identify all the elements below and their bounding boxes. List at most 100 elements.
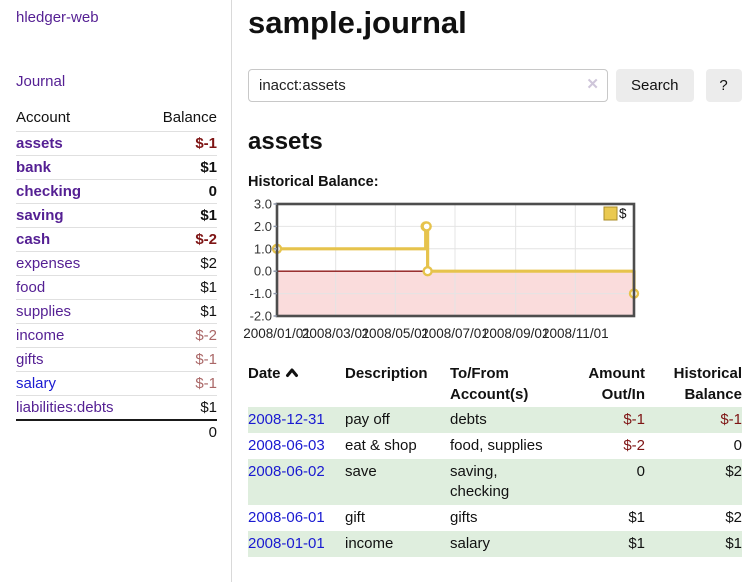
register-date-link[interactable]: 2008-06-03 xyxy=(248,437,325,454)
account-row: food $1 xyxy=(16,275,217,300)
accounts-table: Account Balance assets $-1 bank $1 checking 0… xyxy=(16,105,217,444)
account-balance: $1 xyxy=(200,159,217,176)
register-date-link[interactable]: 2008-12-31 xyxy=(248,411,325,428)
svg-text:2008/01/01: 2008/01/01 xyxy=(243,326,311,341)
register-balance: $2 xyxy=(725,463,742,480)
register-table: Date Description To/From Account(s) Amou… xyxy=(248,361,742,557)
register-balance: $1 xyxy=(725,535,742,552)
account-link[interactable]: saving xyxy=(16,207,64,224)
account-row: saving $1 xyxy=(16,203,217,228)
account-link[interactable]: food xyxy=(16,279,46,296)
account-row: cash $-2 xyxy=(16,227,217,252)
accounts-header-balance: Balance xyxy=(162,109,217,126)
account-row: salary $-1 xyxy=(16,371,217,396)
search-input-wrap: ✕ xyxy=(248,69,608,102)
balance-chart-wrap: 3.0 2.0 1.0 0.0 -1.0 -2.0 2008/01/01 2008/03/01… xyxy=(243,197,742,344)
account-link[interactable]: gifts xyxy=(16,351,44,368)
main-content: sample.journal ✕ Search ? assets Histori… xyxy=(232,0,742,582)
account-row: bank $1 xyxy=(16,155,217,180)
account-row: assets $-1 xyxy=(16,131,217,156)
svg-text:2.0: 2.0 xyxy=(254,219,272,234)
account-link[interactable]: income xyxy=(16,327,65,344)
account-row: checking 0 xyxy=(16,179,217,204)
register-date-link[interactable]: 2008-01-01 xyxy=(248,535,325,552)
register-balance: 0 xyxy=(733,437,742,454)
account-row: income $-2 xyxy=(16,323,217,348)
account-balance: $-2 xyxy=(195,231,217,248)
register-row: 2008-12-31 pay off debts $-1 $-1 xyxy=(248,407,742,433)
legend-label: $ xyxy=(619,206,627,221)
help-button[interactable]: ? xyxy=(705,69,742,102)
register-header-row: Date Description To/From Account(s) Amou… xyxy=(248,361,742,407)
accounts-total-value: 0 xyxy=(208,424,217,441)
register-accounts: saving, checking xyxy=(450,463,510,500)
svg-text:2008/09/01: 2008/09/01 xyxy=(482,326,550,341)
account-row: liabilities:debts $1 xyxy=(16,395,217,421)
accounts-header-account: Account xyxy=(16,109,71,126)
balance-chart: 3.0 2.0 1.0 0.0 -1.0 -2.0 2008/01/012008/03/01… xyxy=(243,197,640,341)
svg-text:2008/11/01: 2008/11/01 xyxy=(542,326,609,341)
register-accounts: salary xyxy=(450,535,491,552)
register-amount: 0 xyxy=(636,463,645,480)
register-accounts: gifts xyxy=(450,509,478,526)
register-amount: $-2 xyxy=(623,437,645,454)
register-row: 2008-01-01 income salary $1 $1 xyxy=(248,531,742,557)
register-amount: $1 xyxy=(628,535,645,552)
sidebar: hledger-web Journal Account Balance asse… xyxy=(0,0,232,582)
account-link[interactable]: assets xyxy=(16,135,63,152)
register-date-link[interactable]: 2008-06-01 xyxy=(248,509,325,526)
account-balance: $1 xyxy=(200,399,217,416)
svg-text:-2.0: -2.0 xyxy=(250,309,272,324)
account-link[interactable]: cash xyxy=(16,231,51,248)
svg-text:0.0: 0.0 xyxy=(254,264,272,279)
register-balance: $2 xyxy=(725,509,742,526)
account-row: supplies $1 xyxy=(16,299,217,324)
register-header-accounts[interactable]: To/From Account(s) xyxy=(450,365,529,403)
account-balance: $1 xyxy=(200,303,217,320)
accounts-total-row: 0 xyxy=(16,420,217,444)
sort-asc-icon xyxy=(285,368,298,377)
register-row: 2008-06-02 save saving, checking 0 $2 xyxy=(248,459,742,505)
clear-search-icon[interactable]: ✕ xyxy=(586,76,599,93)
account-balance: 0 xyxy=(208,183,217,200)
register-date-link[interactable]: 2008-06-02 xyxy=(248,463,325,480)
account-link[interactable]: bank xyxy=(16,159,52,176)
register-header-description[interactable]: Description xyxy=(345,365,428,382)
register-row: 2008-06-01 gift gifts $1 $2 xyxy=(248,505,742,531)
register-header-amount[interactable]: Amount Out/In xyxy=(588,365,645,403)
svg-text:1.0: 1.0 xyxy=(254,241,272,256)
account-link[interactable]: checking xyxy=(16,183,82,200)
brand-link[interactable]: hledger-web xyxy=(16,9,99,26)
search-button[interactable]: Search xyxy=(616,69,694,102)
search-form: ✕ Search ? xyxy=(248,69,742,102)
register-description: income xyxy=(345,535,394,552)
svg-text:3.0: 3.0 xyxy=(254,197,272,212)
account-balance: $-1 xyxy=(195,351,217,368)
accounts-header-row: Account Balance xyxy=(16,105,217,132)
register-header-balance[interactable]: Historical Balance xyxy=(673,365,742,403)
register-row: 2008-06-03 eat & shop food, supplies $-2 0 xyxy=(248,433,742,459)
register-description: eat & shop xyxy=(345,437,417,454)
account-balance: $2 xyxy=(200,255,217,272)
svg-text:2008/07/01: 2008/07/01 xyxy=(421,326,489,341)
register-description: gift xyxy=(345,509,366,526)
account-balance: $-1 xyxy=(195,375,217,392)
account-row: expenses $2 xyxy=(16,251,217,276)
register-header-date[interactable]: Date xyxy=(248,361,345,407)
account-link[interactable]: expenses xyxy=(16,255,81,272)
register-description: save xyxy=(345,463,377,480)
account-link[interactable]: supplies xyxy=(16,303,72,320)
legend-swatch xyxy=(603,206,618,221)
account-link[interactable]: salary xyxy=(16,375,57,392)
account-link[interactable]: liabilities:debts xyxy=(16,399,114,416)
account-balance: $-1 xyxy=(195,135,217,152)
search-input[interactable] xyxy=(248,69,608,102)
register-balance: $-1 xyxy=(720,411,742,428)
account-balance: $-2 xyxy=(195,327,217,344)
sidebar-item-journal[interactable]: Journal xyxy=(16,73,66,90)
chart-label: Historical Balance: xyxy=(248,174,379,190)
page-title: sample.journal xyxy=(248,5,467,40)
register-amount: $1 xyxy=(628,509,645,526)
svg-text:-1.0: -1.0 xyxy=(250,286,272,301)
